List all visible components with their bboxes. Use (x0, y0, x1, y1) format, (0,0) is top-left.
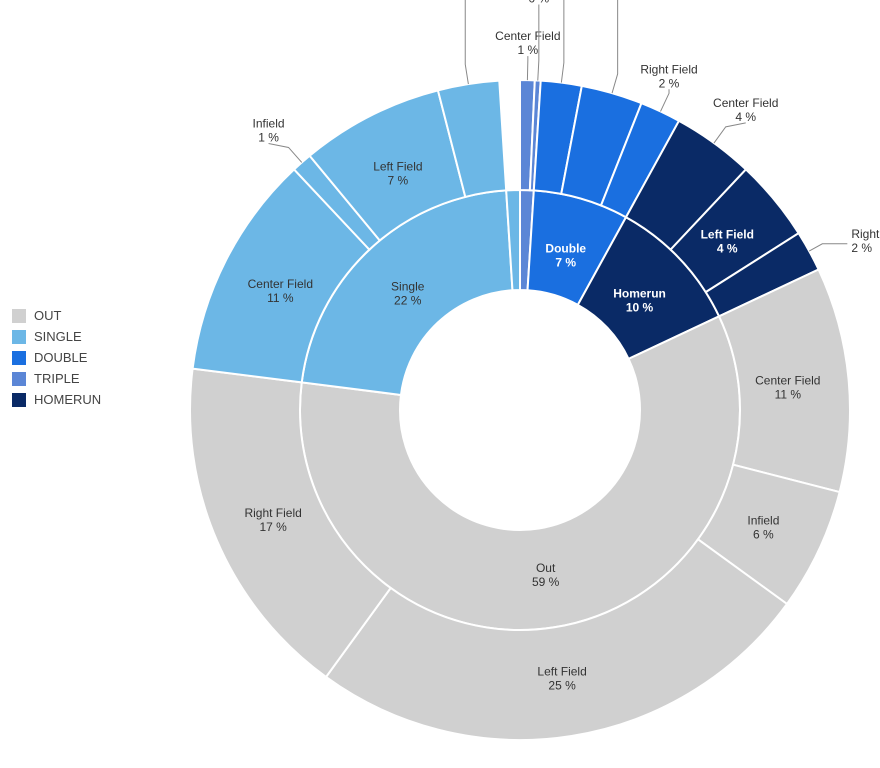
leader-line (269, 143, 302, 162)
svg-text:Center Field1 %: Center Field1 % (495, 29, 560, 57)
leader-line (561, 0, 564, 83)
legend-item-single: SINGLE (12, 329, 101, 344)
leader-line (661, 89, 670, 111)
sunburst-chart: Double7 %Homerun10 %Out59 %Single22 %Lef… (0, 0, 880, 768)
legend-swatch (12, 309, 26, 323)
legend-label: SINGLE (34, 329, 82, 344)
legend-item-homerun: HOMERUN (12, 392, 101, 407)
legend: OUT SINGLE DOUBLE TRIPLE HOMERUN (12, 308, 101, 413)
svg-text:Right Field2 %: Right Field2 % (640, 62, 697, 90)
leader-line (809, 244, 847, 251)
svg-text:Center Field4 %: Center Field4 % (713, 96, 778, 124)
legend-swatch (12, 372, 26, 386)
legend-label: OUT (34, 308, 61, 323)
leader-line (612, 0, 618, 93)
leader-line (714, 123, 746, 143)
svg-text:Right Field0 %: Right Field0 % (510, 0, 567, 6)
svg-text:Infield1 %: Infield1 % (253, 116, 285, 144)
leader-line (465, 0, 468, 84)
svg-text:Right Field2 %: Right Field2 % (851, 227, 880, 255)
legend-label: TRIPLE (34, 371, 80, 386)
legend-item-out: OUT (12, 308, 101, 323)
legend-item-double: DOUBLE (12, 350, 101, 365)
svg-text:Single22 %: Single22 % (391, 279, 425, 307)
legend-swatch (12, 393, 26, 407)
legend-label: HOMERUN (34, 392, 101, 407)
legend-label: DOUBLE (34, 350, 87, 365)
legend-item-triple: TRIPLE (12, 371, 101, 386)
legend-swatch (12, 351, 26, 365)
legend-swatch (12, 330, 26, 344)
